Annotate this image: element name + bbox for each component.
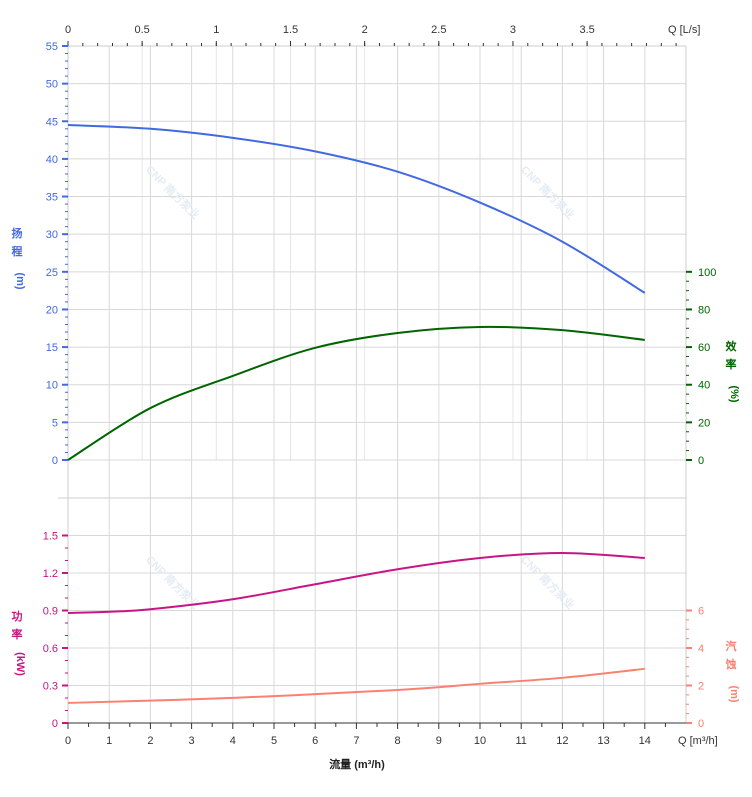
watermark: CNP 南方泵业 (518, 162, 577, 221)
x-tick-label: 2 (147, 735, 153, 747)
x-tick-label: 0 (65, 735, 71, 747)
x-tick-label: 13 (597, 735, 609, 747)
x-tick-label: 1 (106, 735, 112, 747)
power-axis-tick-label: 0.6 (43, 643, 58, 655)
head-axis-tick-label: 45 (46, 116, 58, 128)
head-axis-title: (m) (14, 272, 26, 289)
head-curve (67, 124, 646, 294)
head-axis-title: 扬 (12, 226, 23, 240)
efficiency-axis-title: 率 (726, 357, 737, 371)
head-axis-tick-label: 50 (46, 79, 58, 91)
efficiency-axis-tick-label: 0 (698, 455, 704, 467)
x-top-tick-label: 0.5 (135, 24, 150, 36)
x-top-tick-label: 3 (510, 24, 516, 36)
watermark: CNP 南方泵业 (518, 552, 577, 611)
x-tick-label: 12 (556, 735, 568, 747)
x-top-tick-label: 2 (362, 24, 368, 36)
head-axis-tick-label: 5 (52, 417, 58, 429)
npsh-axis-tick-label: 0 (698, 718, 704, 730)
x-tick-label: 14 (639, 735, 651, 747)
power-axis-tick-label: 1.5 (43, 531, 58, 543)
x-unit-label: Q [m³/h] (678, 735, 718, 747)
x-tick-label: 6 (312, 735, 318, 747)
npsh-axis-title: 蚀 (725, 657, 737, 671)
head-axis-tick-label: 15 (46, 342, 58, 354)
npsh-curve (67, 667, 645, 704)
power-axis-tick-label: 1.2 (43, 568, 58, 580)
npsh-axis-tick-label: 4 (698, 643, 704, 655)
npsh-axis-tick-label: 6 (698, 606, 704, 618)
npsh-axis-title: (m) (728, 685, 740, 702)
head-axis-tick-label: 20 (46, 304, 58, 316)
x-axis-title: 流量 (m³/h) (329, 757, 385, 771)
head-axis-tick-label: 35 (46, 192, 58, 204)
power-axis-title: (kW) (14, 652, 26, 676)
efficiency-axis-title: (%) (728, 385, 740, 402)
head-axis-tick-label: 55 (46, 41, 58, 53)
head-axis-tick-label: 25 (46, 267, 58, 279)
head-axis-title: 程 (12, 244, 23, 258)
x-tick-label: 4 (230, 735, 236, 747)
efficiency-axis-tick-label: 60 (698, 342, 710, 354)
head-axis-tick-label: 0 (52, 455, 58, 467)
power-axis-title: 率 (12, 627, 23, 641)
efficiency-axis-tick-label: 40 (698, 380, 710, 392)
power-curve (67, 551, 645, 614)
x-top-tick-label: 3.5 (579, 24, 594, 36)
x-top-tick-label: 0 (65, 24, 71, 36)
x-top-tick-label: 2.5 (431, 24, 446, 36)
x-tick-label: 9 (436, 735, 442, 747)
x-tick-label: 3 (189, 735, 195, 747)
npsh-axis-tick-label: 2 (698, 681, 704, 693)
head-axis-tick-label: 40 (46, 154, 58, 166)
efficiency-axis-tick-label: 80 (698, 304, 710, 316)
x-tick-label: 11 (515, 735, 526, 747)
x-top-tick-label: 1.5 (283, 24, 298, 36)
watermark: CNP 南方泵业 (143, 552, 202, 611)
head-axis-tick-label: 30 (46, 229, 58, 241)
x-top-unit-label: Q [L/s] (668, 24, 700, 36)
x-tick-label: 8 (395, 735, 401, 747)
npsh-axis-title: 汽 (726, 639, 737, 653)
efficiency-axis-tick-label: 100 (698, 267, 716, 279)
power-axis-title: 功 (12, 609, 23, 623)
x-tick-label: 5 (271, 735, 277, 747)
watermark: CNP 南方泵业 (143, 162, 202, 221)
head-axis-tick-label: 10 (46, 380, 58, 392)
efficiency-axis-title: 效 (726, 339, 738, 353)
x-tick-label: 10 (474, 735, 486, 747)
efficiency-curve (67, 325, 645, 461)
x-top-tick-label: 1 (213, 24, 219, 36)
efficiency-axis-tick-label: 20 (698, 417, 710, 429)
x-tick-label: 7 (353, 735, 359, 747)
power-axis-tick-label: 0 (52, 718, 58, 730)
power-axis-tick-label: 0.9 (43, 606, 58, 618)
power-axis-tick-label: 0.3 (43, 681, 58, 693)
